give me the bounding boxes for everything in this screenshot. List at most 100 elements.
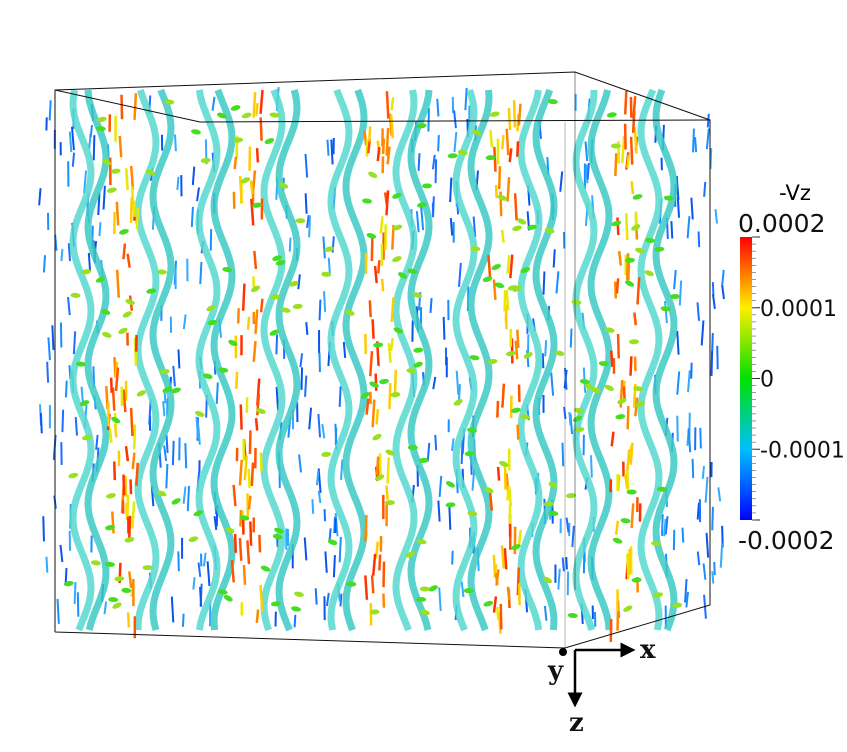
arrow-head [101, 331, 112, 339]
arrow [615, 153, 616, 176]
arrow [370, 300, 371, 317]
arrow [235, 534, 236, 553]
arrow [128, 612, 129, 627]
arrow [306, 193, 307, 214]
arrow [117, 202, 118, 226]
arrow [712, 351, 713, 376]
arrow [718, 487, 720, 501]
arrow [129, 571, 131, 587]
arrow-head [607, 112, 618, 119]
arrow [365, 575, 367, 599]
arrow [112, 512, 113, 534]
arrow [261, 299, 262, 312]
arrow-head [143, 565, 153, 570]
arrow [323, 236, 324, 258]
arrow [505, 290, 506, 311]
arrow-head [615, 414, 626, 421]
arrow [527, 350, 528, 367]
arrow [70, 132, 71, 153]
arrow [344, 342, 345, 358]
arrow-head [371, 433, 382, 442]
arrow [254, 251, 256, 269]
arrow [567, 518, 569, 533]
arrow-head [194, 410, 205, 418]
arrow [510, 148, 512, 162]
arrow [123, 475, 124, 496]
arrow [213, 97, 215, 111]
arrow-head [106, 187, 117, 194]
arrow [298, 274, 299, 289]
arrow-head [611, 220, 622, 228]
arrow [677, 416, 678, 442]
arrow [380, 453, 381, 478]
y-axis-dot [559, 648, 567, 656]
arrow-head [408, 445, 418, 450]
arrow [73, 153, 74, 167]
arrow [76, 417, 77, 435]
arrow [41, 413, 42, 433]
arrow [698, 503, 699, 520]
arrow [633, 96, 635, 119]
arrow [421, 206, 423, 230]
colorbar-title: -Vz [779, 181, 811, 205]
arrow [193, 167, 194, 185]
arrow [261, 117, 262, 140]
arrow [252, 463, 253, 486]
arrow [167, 435, 168, 453]
arrow [199, 562, 201, 576]
arrow [628, 155, 629, 168]
arrow [364, 131, 366, 146]
colorbar-tick-label: -0.0002 [738, 526, 835, 555]
arrow [515, 193, 517, 220]
arrow [507, 129, 509, 156]
x-axis-label: x [640, 635, 656, 665]
arrow [133, 453, 135, 470]
arrow [435, 435, 436, 450]
arrow [697, 302, 699, 320]
arrow [376, 374, 377, 391]
arrow [317, 471, 318, 485]
arrow [517, 330, 518, 348]
arrow [193, 577, 194, 589]
arrow [624, 386, 625, 399]
arrow [131, 197, 132, 223]
arrow [307, 215, 309, 228]
arrow [43, 516, 44, 541]
arrow [433, 196, 434, 217]
arrow [324, 291, 325, 312]
arrow-head [124, 536, 135, 543]
arrow [677, 371, 679, 394]
colorbar-tick-label: 0.0001 [760, 297, 837, 322]
arrow [234, 485, 236, 506]
arrow [490, 130, 492, 148]
arrow [612, 432, 614, 447]
arrow-head [292, 303, 302, 309]
arrow [419, 153, 420, 171]
arrow [377, 409, 378, 424]
arrow [132, 501, 134, 528]
arrow [94, 135, 95, 160]
arrow-head [68, 472, 79, 479]
arrow [625, 91, 626, 114]
arrow [48, 337, 50, 360]
arrow [433, 155, 435, 169]
arrow [208, 561, 210, 586]
arrow [89, 253, 90, 271]
arrow [698, 552, 699, 566]
arrow [713, 282, 714, 295]
arrow [373, 319, 374, 338]
arrow [707, 129, 709, 150]
arrow [376, 542, 378, 559]
arrow [451, 218, 452, 236]
arrow [682, 528, 683, 543]
arrow [378, 260, 379, 273]
arrow [632, 181, 633, 194]
arrow [585, 142, 587, 162]
arrow [452, 551, 453, 565]
arrow [626, 213, 627, 240]
arrow-head [241, 112, 252, 120]
arrow [615, 282, 616, 299]
arrow [704, 563, 706, 579]
arrow [91, 125, 92, 137]
